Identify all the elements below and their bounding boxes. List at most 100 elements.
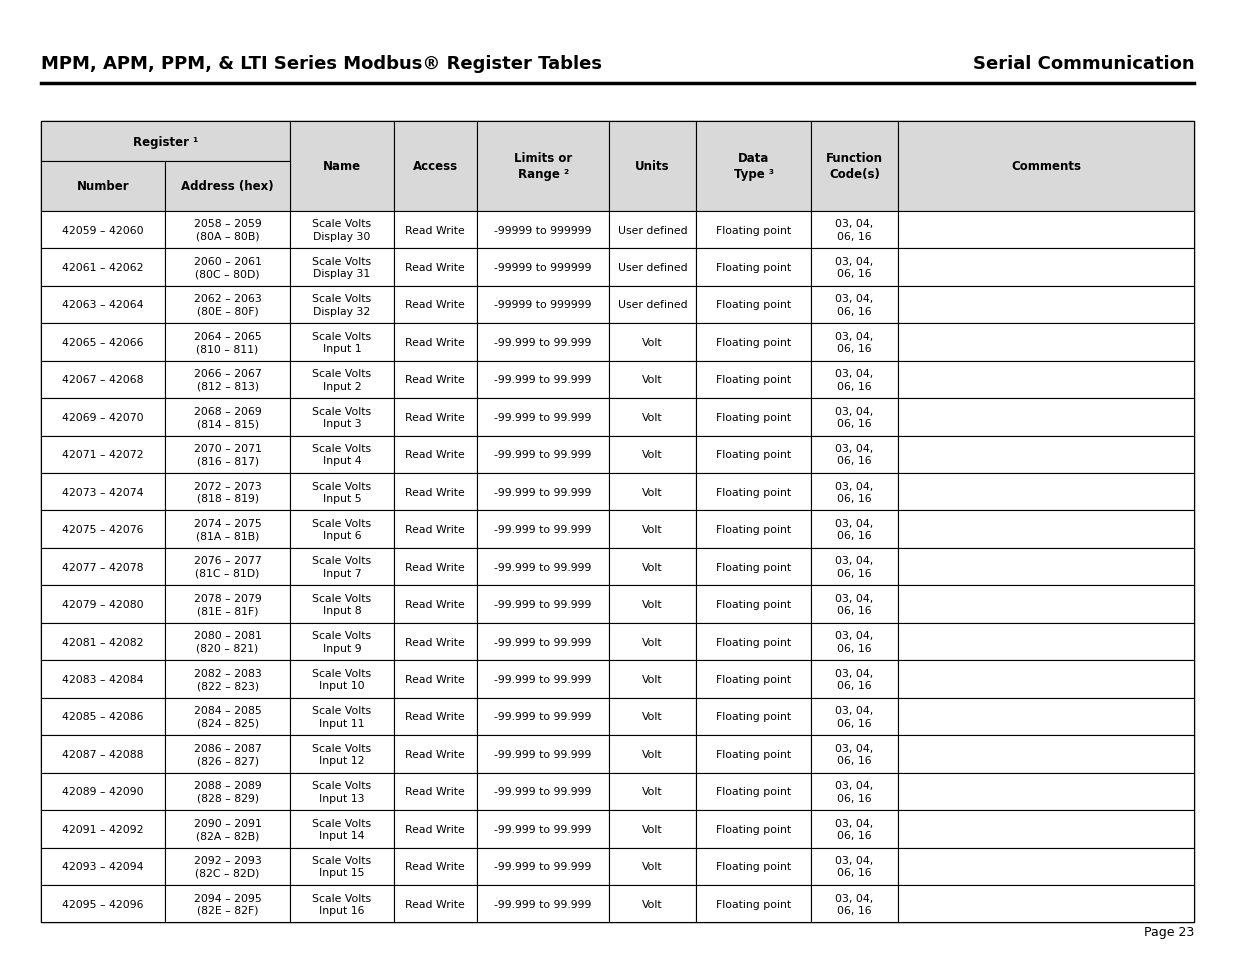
Text: Floating point: Floating point: [716, 375, 792, 385]
Text: Comments: Comments: [1011, 160, 1081, 173]
Text: Scale Volts
Display 31: Scale Volts Display 31: [312, 256, 372, 279]
Text: Volt: Volt: [642, 899, 663, 909]
Text: Floating point: Floating point: [716, 637, 792, 647]
Text: Volt: Volt: [642, 337, 663, 348]
Text: Read Write: Read Write: [405, 300, 466, 310]
Text: 03, 04,
06, 16: 03, 04, 06, 16: [835, 294, 873, 316]
Text: Scale Volts
Input 3: Scale Volts Input 3: [312, 406, 372, 429]
Text: Volt: Volt: [642, 786, 663, 797]
Text: Floating point: Floating point: [716, 899, 792, 909]
Text: Volt: Volt: [642, 862, 663, 871]
Text: -99.999 to 99.999: -99.999 to 99.999: [494, 337, 592, 348]
Text: Volt: Volt: [642, 450, 663, 459]
Text: 42093 – 42094: 42093 – 42094: [62, 862, 143, 871]
Text: Floating point: Floating point: [716, 675, 792, 684]
Text: Floating point: Floating point: [716, 786, 792, 797]
Text: Read Write: Read Write: [405, 862, 466, 871]
Text: Scale Volts
Input 4: Scale Volts Input 4: [312, 443, 372, 466]
Text: 2076 – 2077
(81C – 81D): 2076 – 2077 (81C – 81D): [194, 556, 262, 578]
Text: 03, 04,
06, 16: 03, 04, 06, 16: [835, 631, 873, 653]
Text: Read Write: Read Write: [405, 562, 466, 572]
Text: 2072 – 2073
(818 – 819): 2072 – 2073 (818 – 819): [194, 481, 262, 503]
Text: Volt: Volt: [642, 562, 663, 572]
Text: 42059 – 42060: 42059 – 42060: [62, 225, 143, 235]
Text: -99.999 to 99.999: -99.999 to 99.999: [494, 487, 592, 497]
Text: Volt: Volt: [642, 824, 663, 834]
Text: 2086 – 2087
(826 – 827): 2086 – 2087 (826 – 827): [194, 743, 262, 765]
Text: Floating point: Floating point: [716, 862, 792, 871]
Text: User defined: User defined: [618, 263, 688, 273]
Text: 42081 – 42082: 42081 – 42082: [62, 637, 143, 647]
Text: Register ¹: Register ¹: [132, 135, 198, 149]
Text: -99.999 to 99.999: -99.999 to 99.999: [494, 413, 592, 422]
Text: Volt: Volt: [642, 749, 663, 760]
Text: 42063 – 42064: 42063 – 42064: [62, 300, 143, 310]
Text: Scale Volts
Input 16: Scale Volts Input 16: [312, 893, 372, 915]
Text: Page 23: Page 23: [1144, 924, 1194, 938]
Text: 42061 – 42062: 42061 – 42062: [62, 263, 143, 273]
Text: 03, 04,
06, 16: 03, 04, 06, 16: [835, 256, 873, 279]
Text: Floating point: Floating point: [716, 524, 792, 535]
Text: 2068 – 2069
(814 – 815): 2068 – 2069 (814 – 815): [194, 406, 262, 429]
Text: Volt: Volt: [642, 675, 663, 684]
Text: 2060 – 2061
(80C – 80D): 2060 – 2061 (80C – 80D): [194, 256, 262, 279]
Text: -99999 to 999999: -99999 to 999999: [494, 300, 592, 310]
Text: -99.999 to 99.999: -99.999 to 99.999: [494, 824, 592, 834]
Text: 42095 – 42096: 42095 – 42096: [62, 899, 143, 909]
Text: Scale Volts
Input 8: Scale Volts Input 8: [312, 594, 372, 616]
Text: -99.999 to 99.999: -99.999 to 99.999: [494, 450, 592, 459]
Text: Floating point: Floating point: [716, 487, 792, 497]
Text: Scale Volts
Input 11: Scale Volts Input 11: [312, 705, 372, 728]
Text: Floating point: Floating point: [716, 599, 792, 610]
Text: 42077 – 42078: 42077 – 42078: [62, 562, 143, 572]
Text: Read Write: Read Write: [405, 225, 466, 235]
Text: Floating point: Floating point: [716, 450, 792, 459]
Text: Scale Volts
Display 30: Scale Volts Display 30: [312, 219, 372, 241]
Text: 2088 – 2089
(828 – 829): 2088 – 2089 (828 – 829): [194, 781, 262, 802]
Text: -99.999 to 99.999: -99.999 to 99.999: [494, 637, 592, 647]
Text: Limits or
Range ²: Limits or Range ²: [514, 152, 572, 181]
Text: 42069 – 42070: 42069 – 42070: [62, 413, 143, 422]
Text: -99.999 to 99.999: -99.999 to 99.999: [494, 675, 592, 684]
Text: Number: Number: [77, 180, 130, 193]
Text: 03, 04,
06, 16: 03, 04, 06, 16: [835, 743, 873, 765]
Text: -99.999 to 99.999: -99.999 to 99.999: [494, 562, 592, 572]
Text: 2082 – 2083
(822 – 823): 2082 – 2083 (822 – 823): [194, 668, 262, 691]
Text: Floating point: Floating point: [716, 263, 792, 273]
Text: 2092 – 2093
(82C – 82D): 2092 – 2093 (82C – 82D): [194, 855, 262, 878]
Text: Volt: Volt: [642, 599, 663, 610]
Text: 42091 – 42092: 42091 – 42092: [62, 824, 143, 834]
Text: 2078 – 2079
(81E – 81F): 2078 – 2079 (81E – 81F): [194, 594, 262, 616]
Text: Units: Units: [635, 160, 671, 173]
Text: -99.999 to 99.999: -99.999 to 99.999: [494, 899, 592, 909]
Text: Read Write: Read Write: [405, 263, 466, 273]
Text: Address (hex): Address (hex): [182, 180, 274, 193]
Text: 03, 04,
06, 16: 03, 04, 06, 16: [835, 518, 873, 540]
Text: 42085 – 42086: 42085 – 42086: [62, 712, 143, 721]
Text: 03, 04,
06, 16: 03, 04, 06, 16: [835, 705, 873, 728]
Text: 03, 04,
06, 16: 03, 04, 06, 16: [835, 406, 873, 429]
Text: 2074 – 2075
(81A – 81B): 2074 – 2075 (81A – 81B): [194, 518, 262, 540]
Text: Data
Type ³: Data Type ³: [734, 152, 773, 181]
Text: 2080 – 2081
(820 – 821): 2080 – 2081 (820 – 821): [194, 631, 262, 653]
Text: 03, 04,
06, 16: 03, 04, 06, 16: [835, 818, 873, 841]
Text: Read Write: Read Write: [405, 749, 466, 760]
Text: Volt: Volt: [642, 524, 663, 535]
Text: 03, 04,
06, 16: 03, 04, 06, 16: [835, 893, 873, 915]
Text: 42071 – 42072: 42071 – 42072: [62, 450, 143, 459]
Text: 2084 – 2085
(824 – 825): 2084 – 2085 (824 – 825): [194, 705, 262, 728]
Text: -99999 to 999999: -99999 to 999999: [494, 225, 592, 235]
Text: 03, 04,
06, 16: 03, 04, 06, 16: [835, 219, 873, 241]
Text: User defined: User defined: [618, 225, 688, 235]
Text: 03, 04,
06, 16: 03, 04, 06, 16: [835, 855, 873, 878]
Text: Scale Volts
Input 5: Scale Volts Input 5: [312, 481, 372, 503]
Text: 2064 – 2065
(810 – 811): 2064 – 2065 (810 – 811): [194, 332, 262, 354]
Text: User defined: User defined: [618, 300, 688, 310]
Text: Read Write: Read Write: [405, 375, 466, 385]
Text: Scale Volts
Input 1: Scale Volts Input 1: [312, 332, 372, 354]
Text: Read Write: Read Write: [405, 450, 466, 459]
Text: -99.999 to 99.999: -99.999 to 99.999: [494, 524, 592, 535]
Text: Name: Name: [322, 160, 361, 173]
Text: MPM, APM, PPM, & LTI Series Modbus® Register Tables: MPM, APM, PPM, & LTI Series Modbus® Regi…: [41, 55, 601, 73]
Text: -99.999 to 99.999: -99.999 to 99.999: [494, 749, 592, 760]
